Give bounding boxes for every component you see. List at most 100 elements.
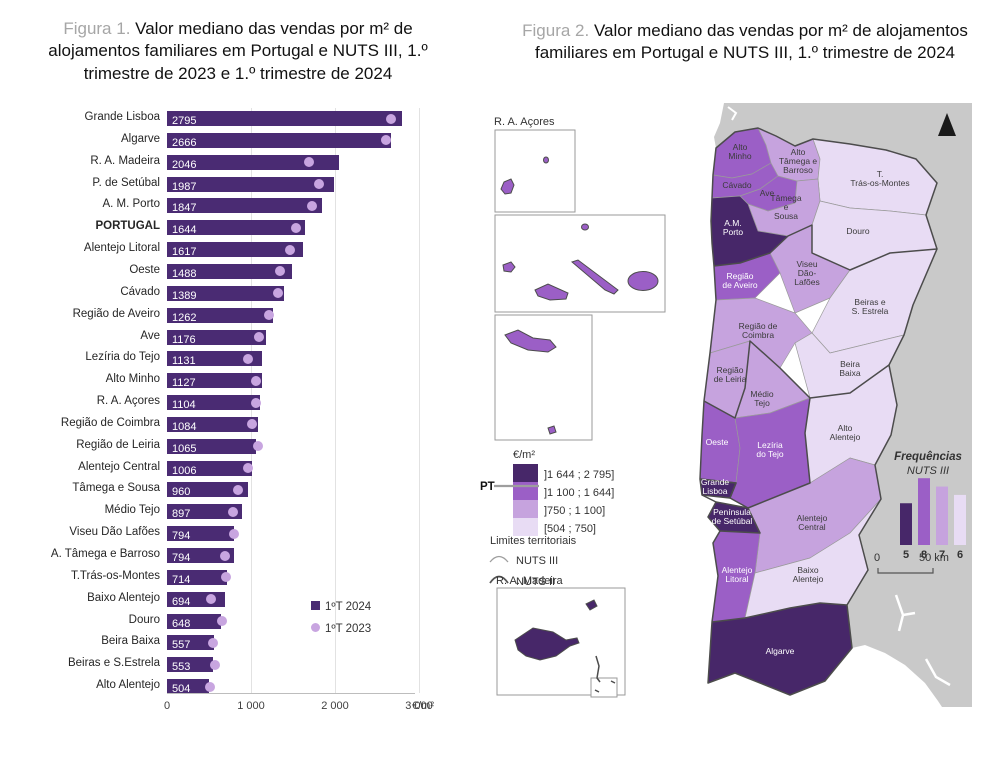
category-label: Médio Tejo xyxy=(104,504,160,517)
category-label: Beiras e S.Estrela xyxy=(67,657,160,670)
chart-row: Lezíria do Tejo 1131 xyxy=(12,348,482,370)
category-label: Douro xyxy=(128,613,160,626)
legend-2023-marker-icon xyxy=(311,623,320,632)
bar-value-label: 1176 xyxy=(172,333,196,346)
category-label: P. de Setúbal xyxy=(92,176,160,189)
region-label-aveiro: Região de Aveiro xyxy=(722,271,758,290)
chart-row: Médio Tejo 897 xyxy=(12,501,482,523)
dot-2023 xyxy=(232,484,243,495)
category-label: Alentejo Litoral xyxy=(83,242,160,255)
region-label-litoral: Alentejo Litoral xyxy=(722,565,753,584)
bar-track: 1065 xyxy=(167,436,419,458)
bar-track: 1847 xyxy=(167,195,419,217)
bar-2024: 794 xyxy=(167,548,234,564)
dot-2023 xyxy=(285,244,296,255)
island-graciosa xyxy=(581,223,589,231)
bar-track: 1131 xyxy=(167,348,419,370)
chart-row: Viseu Dão Lafões 794 xyxy=(12,523,482,545)
chart-row: Alto Minho 1127 xyxy=(12,370,482,392)
bar-track: 1987 xyxy=(167,174,419,196)
category-label: R. A. Açores xyxy=(96,395,160,408)
bar-value-label: 553 xyxy=(172,661,191,674)
bar-track: 2046 xyxy=(167,152,419,174)
bar-track: 648 xyxy=(167,611,419,633)
bar-track: 504 xyxy=(167,676,419,698)
region-label-amp: A.M. Porto xyxy=(723,218,744,237)
map-legend-unit: €/m² xyxy=(513,449,535,461)
region-label-oeste: Oeste xyxy=(706,437,729,447)
chart-row: Tâmega e Sousa 960 xyxy=(12,479,482,501)
scale-bar xyxy=(877,568,934,574)
bar-value-label: 960 xyxy=(172,486,191,499)
region-label-leziria: Lezíria do Tejo xyxy=(756,440,784,459)
chart-row: R. A. Madeira 2046 xyxy=(12,152,482,174)
bar-track: 1389 xyxy=(167,283,419,305)
bar-track: 1084 xyxy=(167,414,419,436)
category-label: T.Trás-os-Montes xyxy=(70,569,160,582)
island-flores xyxy=(500,178,515,195)
region-label-ps: Península de Setúbal xyxy=(712,507,753,526)
bar-value-label: 1617 xyxy=(172,246,197,259)
bar-track: 897 xyxy=(167,501,419,523)
island-madeira xyxy=(514,627,580,661)
bar-2024: 1131 xyxy=(167,351,262,367)
frequencies-title: Frequências xyxy=(894,451,962,463)
bar-2024: 1065 xyxy=(167,438,257,455)
bar-2024: 794 xyxy=(167,526,234,542)
dot-2023 xyxy=(381,135,392,146)
category-label: Região de Aveiro xyxy=(72,307,160,320)
bar-value-label: 1488 xyxy=(172,267,197,280)
bar-value-label: 2795 xyxy=(172,115,197,127)
legend-2023-label: 1ºT 2023 xyxy=(325,623,372,635)
category-label: Cávado xyxy=(120,285,160,298)
bar-2024: 1617 xyxy=(167,242,303,259)
nuts2-border xyxy=(699,478,761,534)
category-label: A. Tâmega e Barroso xyxy=(50,548,160,560)
chart-row: Cávado 1389 xyxy=(12,283,482,305)
figure2-title-text: Valor mediano das vendas por m² de aloja… xyxy=(534,21,968,63)
dot-2023 xyxy=(207,637,218,648)
category-label: Baixo Alentejo xyxy=(87,591,160,604)
dot-2023 xyxy=(307,200,318,211)
bar-track: 557 xyxy=(167,632,419,654)
bar-value-label: 1847 xyxy=(172,202,197,215)
island-corvo xyxy=(543,156,549,164)
bar-track: 2795 xyxy=(167,108,419,130)
region-label-leiria: Região de Leiria xyxy=(714,365,747,384)
chart-row: Região de Coimbra 1084 xyxy=(12,414,482,436)
chart-row: R. A. Açores 1104 xyxy=(12,392,482,414)
dot-2023 xyxy=(246,419,257,430)
region-label-alto_alentejo: Alto Alentejo xyxy=(830,423,861,442)
freq-value-label: 7 xyxy=(939,549,945,561)
dot-2023 xyxy=(253,332,264,342)
bar-2024: 694 xyxy=(167,591,226,608)
dot-2023 xyxy=(264,310,275,321)
mainland-group: Alto Minho Cávado Ave Alto Tâmega e Barroso T. T… xyxy=(699,103,972,707)
bar-value-label: 557 xyxy=(172,639,191,652)
chart-row: Região de Leiria 1065 xyxy=(12,436,482,458)
category-label: R. A. Madeira xyxy=(90,154,160,167)
region-label-medio_tejo: Médio Tejo xyxy=(750,389,773,408)
bar-2024: 960 xyxy=(167,482,248,499)
scale-zero-label: 0 xyxy=(874,552,880,564)
category-label: A. M. Porto xyxy=(102,198,160,211)
region-label-atb: Alto Tâmega e Barroso xyxy=(779,147,818,175)
chart-row: P. de Setúbal 1987 xyxy=(12,174,482,196)
freq-value-label: 6 xyxy=(957,549,963,561)
madeira-inset-label: R. A. Madeira xyxy=(496,575,564,587)
bar-track: 553 xyxy=(167,654,419,676)
bar-2024: 1262 xyxy=(167,307,273,324)
frequencies-subtitle: NUTS III xyxy=(907,465,949,477)
galicia-ria-river xyxy=(727,106,738,121)
bar-value-label: 1065 xyxy=(172,442,197,455)
category-label: PORTUGAL xyxy=(95,220,160,233)
dot-2023 xyxy=(251,375,262,386)
chart-row: Alentejo Central 1006 xyxy=(12,458,482,480)
category-label: Região de Leiria xyxy=(76,438,160,451)
limits-title: Limites territoriais xyxy=(490,535,577,547)
bar-value-label: 714 xyxy=(172,573,191,586)
legend-2024-label: 1ºT 2024 xyxy=(325,601,372,613)
region-label-ac: Alentejo Central xyxy=(797,513,828,532)
bar-2024: 1104 xyxy=(167,395,260,411)
